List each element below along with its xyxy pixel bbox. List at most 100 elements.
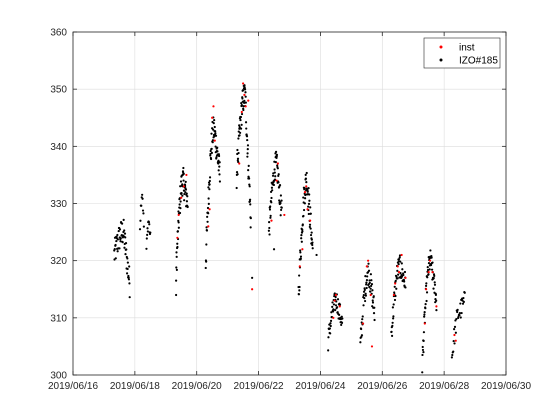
data-point-izo185 (396, 269, 399, 272)
data-point-izo185 (300, 237, 303, 240)
data-point-izo185 (422, 331, 426, 334)
data-point-izo185 (456, 310, 459, 314)
data-point-izo185 (273, 171, 276, 174)
data-point-izo185 (209, 149, 212, 153)
data-point-izo185 (217, 159, 220, 162)
data-point-izo185 (459, 302, 462, 305)
data-point-izo185 (175, 255, 178, 258)
data-point-izo185 (214, 145, 217, 148)
data-point-izo185 (304, 177, 308, 180)
x-tick-label: 2019/06/30 (481, 381, 531, 392)
legend-label-izo185: IZO#185 (459, 56, 498, 67)
data-point-izo185 (279, 194, 282, 197)
data-point-izo185 (241, 97, 244, 100)
data-point-inst (400, 253, 403, 257)
data-point-izo185 (176, 242, 179, 245)
data-point-izo185 (311, 247, 314, 250)
data-point-izo185 (138, 228, 142, 231)
data-point-izo185 (142, 212, 145, 215)
data-point-izo185 (392, 317, 395, 320)
data-point-izo185 (119, 240, 122, 243)
data-point-izo185 (237, 151, 240, 155)
data-point-izo185 (369, 290, 372, 293)
data-point-izo185 (114, 243, 117, 247)
data-point-izo185 (298, 289, 301, 292)
data-point-izo185 (206, 206, 210, 210)
data-point-izo185 (423, 311, 426, 314)
data-point-izo185 (433, 274, 436, 277)
data-point-izo185 (450, 356, 453, 359)
data-point-inst (303, 190, 307, 194)
data-point-inst (207, 225, 210, 228)
data-point-izo185 (424, 307, 427, 310)
data-point-izo185 (243, 101, 246, 105)
data-point-izo185 (430, 263, 433, 267)
data-point-izo185 (362, 293, 365, 297)
data-point-izo185 (305, 181, 308, 184)
data-point-izo185 (217, 154, 221, 158)
data-point-inst (365, 265, 368, 268)
data-point-izo185 (424, 284, 428, 287)
data-point-izo185 (121, 241, 124, 244)
data-point-izo185 (458, 311, 461, 315)
data-point-izo185 (458, 313, 461, 317)
data-point-izo185 (248, 198, 252, 201)
data-point-izo185 (124, 242, 128, 245)
data-point-inst (427, 271, 430, 274)
data-point-izo185 (435, 308, 438, 312)
data-point-izo185 (211, 141, 214, 144)
data-point-izo185 (268, 226, 271, 230)
data-point-inst (208, 208, 211, 211)
data-point-izo185 (278, 199, 281, 202)
data-point-izo185 (181, 194, 184, 197)
data-point-izo185 (238, 124, 241, 127)
data-point-izo185 (452, 339, 455, 343)
data-point-izo185 (308, 223, 312, 226)
data-point-izo185 (268, 233, 271, 236)
data-point-izo185 (146, 227, 149, 230)
y-tick-label: 330 (50, 199, 67, 210)
data-point-izo185 (269, 205, 272, 208)
data-point-izo185 (182, 189, 186, 192)
data-point-izo185 (119, 237, 122, 240)
data-point-izo185 (271, 189, 274, 192)
data-point-izo185 (175, 251, 178, 254)
data-point-izo185 (244, 121, 248, 124)
data-point-izo185 (402, 273, 405, 277)
data-point-izo185 (432, 276, 435, 280)
data-point-izo185 (340, 315, 343, 318)
data-point-izo185 (365, 278, 369, 282)
data-point-izo185 (210, 147, 213, 150)
data-point-izo185 (425, 282, 428, 285)
data-point-izo185 (236, 148, 239, 152)
data-point-izo185 (371, 301, 375, 304)
data-point-izo185 (244, 101, 247, 104)
data-point-izo185 (274, 150, 278, 153)
data-point-izo185 (327, 336, 330, 339)
data-point-izo185 (205, 226, 208, 229)
data-point-izo185 (280, 199, 283, 202)
data-point-izo185 (116, 250, 119, 253)
data-point-izo185 (178, 203, 181, 206)
data-point-izo185 (307, 212, 310, 216)
data-point-izo185 (329, 332, 332, 335)
data-point-izo185 (210, 132, 213, 135)
x-tick-label: 2019/06/22 (234, 381, 284, 392)
data-point-izo185 (332, 303, 336, 306)
data-point-izo185 (235, 171, 239, 174)
data-point-izo185 (398, 256, 401, 259)
data-point-izo185 (455, 317, 458, 321)
data-point-izo185 (365, 286, 368, 290)
data-point-izo185 (179, 200, 182, 203)
data-point-izo185 (206, 215, 209, 218)
data-point-izo185 (363, 288, 366, 291)
data-point-izo185 (329, 322, 332, 325)
data-point-izo185 (113, 248, 116, 251)
y-tick-label: 350 (50, 85, 67, 96)
data-point-inst (332, 316, 335, 319)
data-point-izo185 (430, 268, 434, 271)
data-point-izo185 (310, 231, 313, 234)
data-point-izo185 (453, 325, 457, 328)
data-point-izo185 (303, 202, 306, 205)
